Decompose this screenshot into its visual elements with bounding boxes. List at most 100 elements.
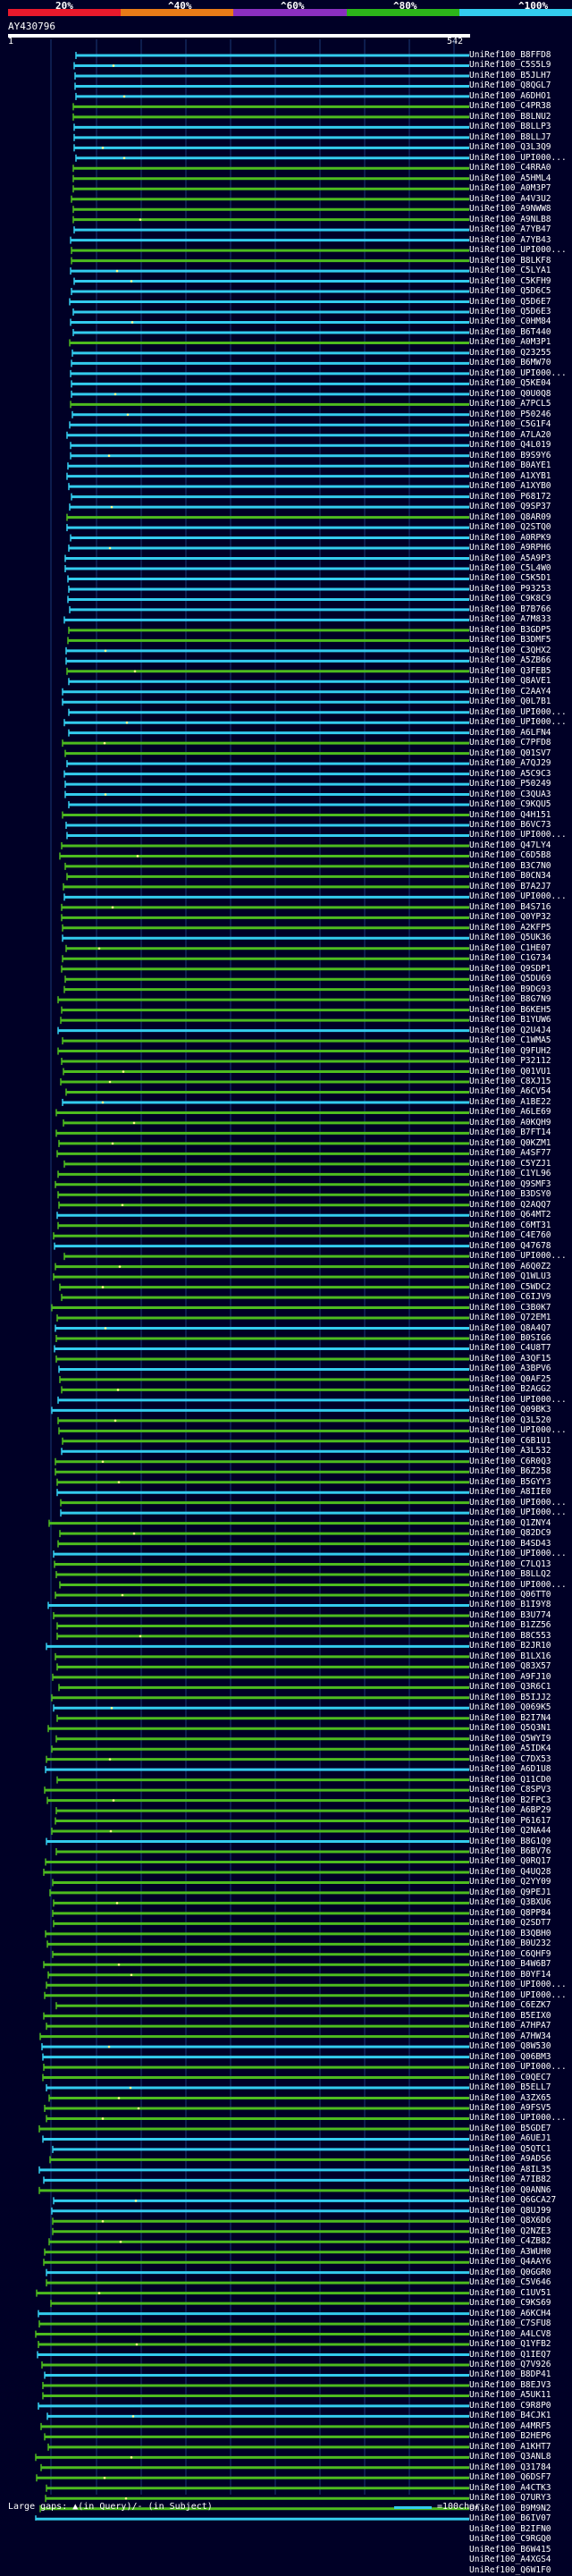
hit-row[interactable] <box>44 2248 469 2256</box>
hit-row[interactable] <box>68 729 469 737</box>
hit-row[interactable] <box>53 1232 469 1240</box>
hit-row[interactable] <box>61 1448 469 1456</box>
hit-row[interactable] <box>55 1468 469 1476</box>
hit-row[interactable] <box>38 2341 469 2349</box>
hit-row[interactable] <box>72 215 469 224</box>
hit-row[interactable] <box>67 637 469 645</box>
hit-label-link[interactable]: UniRef100_C4RRA0 <box>469 163 551 173</box>
hit-label-link[interactable]: UniRef100_B6Z258 <box>469 1466 551 1477</box>
hit-label-link[interactable]: UniRef100_Q0KZM1 <box>469 1137 551 1148</box>
hit-label-link[interactable]: UniRef100_Q5DU69 <box>469 974 551 984</box>
hit-row[interactable] <box>69 421 469 429</box>
hit-row[interactable] <box>75 92 469 100</box>
hit-row[interactable] <box>68 585 469 593</box>
hit-row[interactable] <box>74 82 469 90</box>
hit-label-link[interactable]: UniRef100_Q0YP32 <box>469 912 551 923</box>
hit-label-link[interactable]: UniRef100_Q0GGR0 <box>469 2267 551 2277</box>
hit-label-link[interactable]: UniRef100_Q1IEQ7 <box>469 2349 551 2360</box>
hit-label-link[interactable]: UniRef100_C5WDC2 <box>469 1281 551 1292</box>
hit-row[interactable] <box>70 442 469 450</box>
hit-row[interactable] <box>55 1571 469 1579</box>
hit-label-link[interactable]: UniRef100_UPI000... <box>469 1497 567 1508</box>
hit-label-link[interactable]: UniRef100_A5A9P3 <box>469 553 551 563</box>
hit-row[interactable] <box>56 1776 469 1784</box>
hit-row[interactable] <box>53 1273 469 1281</box>
hit-row[interactable] <box>55 1180 469 1188</box>
hit-label-link[interactable]: UniRef100_A6DHO1 <box>469 90 551 101</box>
hit-label-link[interactable]: UniRef100_Q0L7B1 <box>469 697 551 707</box>
hit-row[interactable] <box>68 678 469 686</box>
hit-row[interactable] <box>68 483 469 491</box>
hit-row[interactable] <box>57 1026 469 1035</box>
hit-row[interactable] <box>55 2002 469 2010</box>
hit-row[interactable] <box>51 1745 469 1753</box>
hit-label-link[interactable]: UniRef100_Q8W530 <box>469 2041 551 2052</box>
hit-label-link[interactable]: UniRef100_A8IIE0 <box>469 1487 551 1498</box>
hit-label-link[interactable]: UniRef100_C9KS69 <box>469 2298 551 2309</box>
hit-label-link[interactable]: UniRef100_Q11CD0 <box>469 1774 551 1785</box>
hit-label-link[interactable]: UniRef100_A6CV54 <box>469 1086 551 1097</box>
hit-row[interactable] <box>58 1427 469 1435</box>
hit-row[interactable] <box>47 1601 469 1609</box>
hit-label-link[interactable]: UniRef100_A6LFN4 <box>469 727 551 738</box>
hit-label-link[interactable]: UniRef100_A6LE69 <box>469 1107 551 1118</box>
hit-label-link[interactable]: UniRef100_C8XJ15 <box>469 1077 551 1086</box>
hit-label-link[interactable]: UniRef100_A7HW34 <box>469 2031 551 2041</box>
hit-row[interactable] <box>47 1971 469 1979</box>
hit-label-link[interactable]: UniRef100_C5S5L9 <box>469 60 551 71</box>
hit-label-link[interactable]: UniRef100_B6T440 <box>469 326 551 337</box>
hit-label-link[interactable]: UniRef100_P50249 <box>469 779 551 790</box>
hit-label-link[interactable]: UniRef100_A7QJ29 <box>469 758 551 769</box>
hit-label-link[interactable]: UniRef100_UPI000... <box>469 1980 567 1990</box>
hit-row[interactable] <box>44 2105 469 2112</box>
hit-row[interactable] <box>40 2463 469 2471</box>
hit-label-link[interactable]: UniRef100_A6UEJ1 <box>469 2133 551 2144</box>
hit-row[interactable] <box>63 1160 469 1168</box>
hit-label-link[interactable]: UniRef100_Q47678 <box>469 1240 551 1251</box>
hit-label-link[interactable]: UniRef100_C4PR38 <box>469 101 551 112</box>
hit-row[interactable] <box>55 1848 469 1855</box>
hit-label-link[interactable]: UniRef100_A1XYB0 <box>469 481 551 492</box>
hit-row[interactable] <box>57 1191 469 1199</box>
hit-label-link[interactable]: UniRef100_Q5UK36 <box>469 933 551 943</box>
hit-row[interactable] <box>70 236 469 244</box>
hit-label-link[interactable]: UniRef100_A2KFP5 <box>469 922 551 933</box>
hit-row[interactable] <box>72 206 469 214</box>
hit-label-link[interactable]: UniRef100_Q64MT2 <box>469 1210 551 1220</box>
hit-row[interactable] <box>55 1355 469 1363</box>
hit-label-link[interactable]: UniRef100_Q0RQ17 <box>469 1856 551 1867</box>
hit-label-link[interactable]: UniRef100_Q2U4J4 <box>469 1025 551 1035</box>
hit-label-link[interactable]: UniRef100_Q8X6D6 <box>469 2216 551 2226</box>
hit-label-link[interactable]: UniRef100_Q9SMF3 <box>469 1178 551 1189</box>
hit-row[interactable] <box>51 1828 469 1836</box>
hit-label-link[interactable]: UniRef100_A4SF77 <box>469 1148 551 1159</box>
hit-row[interactable] <box>61 914 469 922</box>
hit-label-link[interactable]: UniRef100_A6Q0Z2 <box>469 1261 551 1271</box>
hit-row[interactable] <box>57 1170 469 1178</box>
hit-row[interactable] <box>44 2371 469 2379</box>
hit-label-link[interactable]: UniRef100_A1XYB1 <box>469 470 551 481</box>
hit-label-link[interactable]: UniRef100_P50246 <box>469 409 551 419</box>
hit-row[interactable] <box>46 2023 469 2031</box>
hit-row[interactable] <box>54 1345 469 1353</box>
hit-row[interactable] <box>55 1652 469 1660</box>
hit-label-link[interactable]: UniRef100_B9M9N2 <box>469 2503 551 2513</box>
hit-row[interactable] <box>38 2320 469 2328</box>
hit-label-link[interactable]: UniRef100_A4V3U2 <box>469 193 551 204</box>
hit-label-link[interactable]: UniRef100_B6W415 <box>469 2544 551 2555</box>
hit-row[interactable] <box>70 401 469 409</box>
hit-label-link[interactable]: UniRef100_A4MRF5 <box>469 2420 551 2431</box>
hit-row[interactable] <box>53 1899 469 1907</box>
hit-label-link[interactable]: UniRef100_C9R8P0 <box>469 2400 551 2411</box>
hit-row[interactable] <box>73 226 469 234</box>
hit-label-link[interactable]: UniRef100_UPI000... <box>469 717 567 728</box>
hit-row[interactable] <box>45 1930 469 1938</box>
hit-label-link[interactable]: UniRef100_C9K8C9 <box>469 594 551 604</box>
hit-row[interactable] <box>73 144 469 152</box>
hit-row[interactable] <box>56 1478 469 1486</box>
hit-row[interactable] <box>56 1714 469 1722</box>
hit-row[interactable] <box>70 452 469 460</box>
hit-row[interactable] <box>46 1755 469 1763</box>
hit-row[interactable] <box>55 1735 469 1743</box>
hit-label-link[interactable]: UniRef100_B3DMF5 <box>469 635 551 646</box>
